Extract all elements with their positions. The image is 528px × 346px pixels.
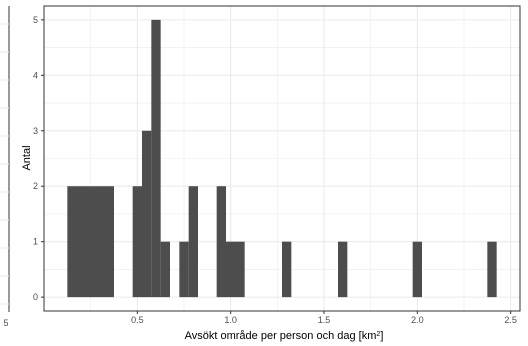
y-tick-label: 0 (33, 292, 38, 302)
histogram-bar (412, 241, 422, 298)
x-axis-title-main: Avsökt område per person och dag [km (185, 330, 377, 342)
histogram-bar (487, 241, 497, 298)
y-tick-label: 1 (33, 237, 38, 247)
y-axis: 0 1 2 3 4 5 (33, 15, 44, 302)
y-tick-label: 4 (33, 70, 38, 80)
y-tick-label: 3 (33, 126, 38, 136)
histogram-bar (132, 186, 142, 298)
histogram-bar (151, 19, 161, 298)
x-tick-label: 2.5 (504, 315, 517, 325)
histogram-bars (67, 19, 497, 298)
x-axis-title-close: ] (380, 330, 383, 342)
histogram-bar (67, 186, 114, 298)
x-tick-label: 2.0 (411, 315, 424, 325)
histogram-bar (226, 241, 245, 298)
histogram-bar (188, 186, 198, 298)
x-tick-label: 0.5 (131, 315, 144, 325)
histogram-bar (282, 241, 292, 298)
left-panel-fragment-tick-label: 5 (3, 318, 8, 328)
histogram-bar (160, 241, 170, 298)
plot-panel-border (43, 5, 521, 312)
x-axis-title-superscript: 2 (376, 331, 380, 338)
left-panel-fragment-grid (0, 23, 9, 305)
x-tick-label: 1.0 (224, 315, 237, 325)
y-tick-label: 2 (33, 181, 38, 191)
x-tick-label: 1.5 (318, 315, 331, 325)
histogram-bar (338, 241, 348, 298)
x-axis: 0.5 1.0 1.5 2.0 2.5 (131, 311, 517, 325)
minor-gridlines (44, 6, 520, 311)
histogram-bar (216, 186, 226, 298)
histogram-bar (179, 241, 189, 298)
histogram-bar (142, 130, 152, 298)
y-tick-label: 5 (33, 15, 38, 25)
y-axis-title: Antal (21, 145, 33, 170)
x-axis-title: Avsökt område per person och dag [km2] (185, 330, 384, 342)
